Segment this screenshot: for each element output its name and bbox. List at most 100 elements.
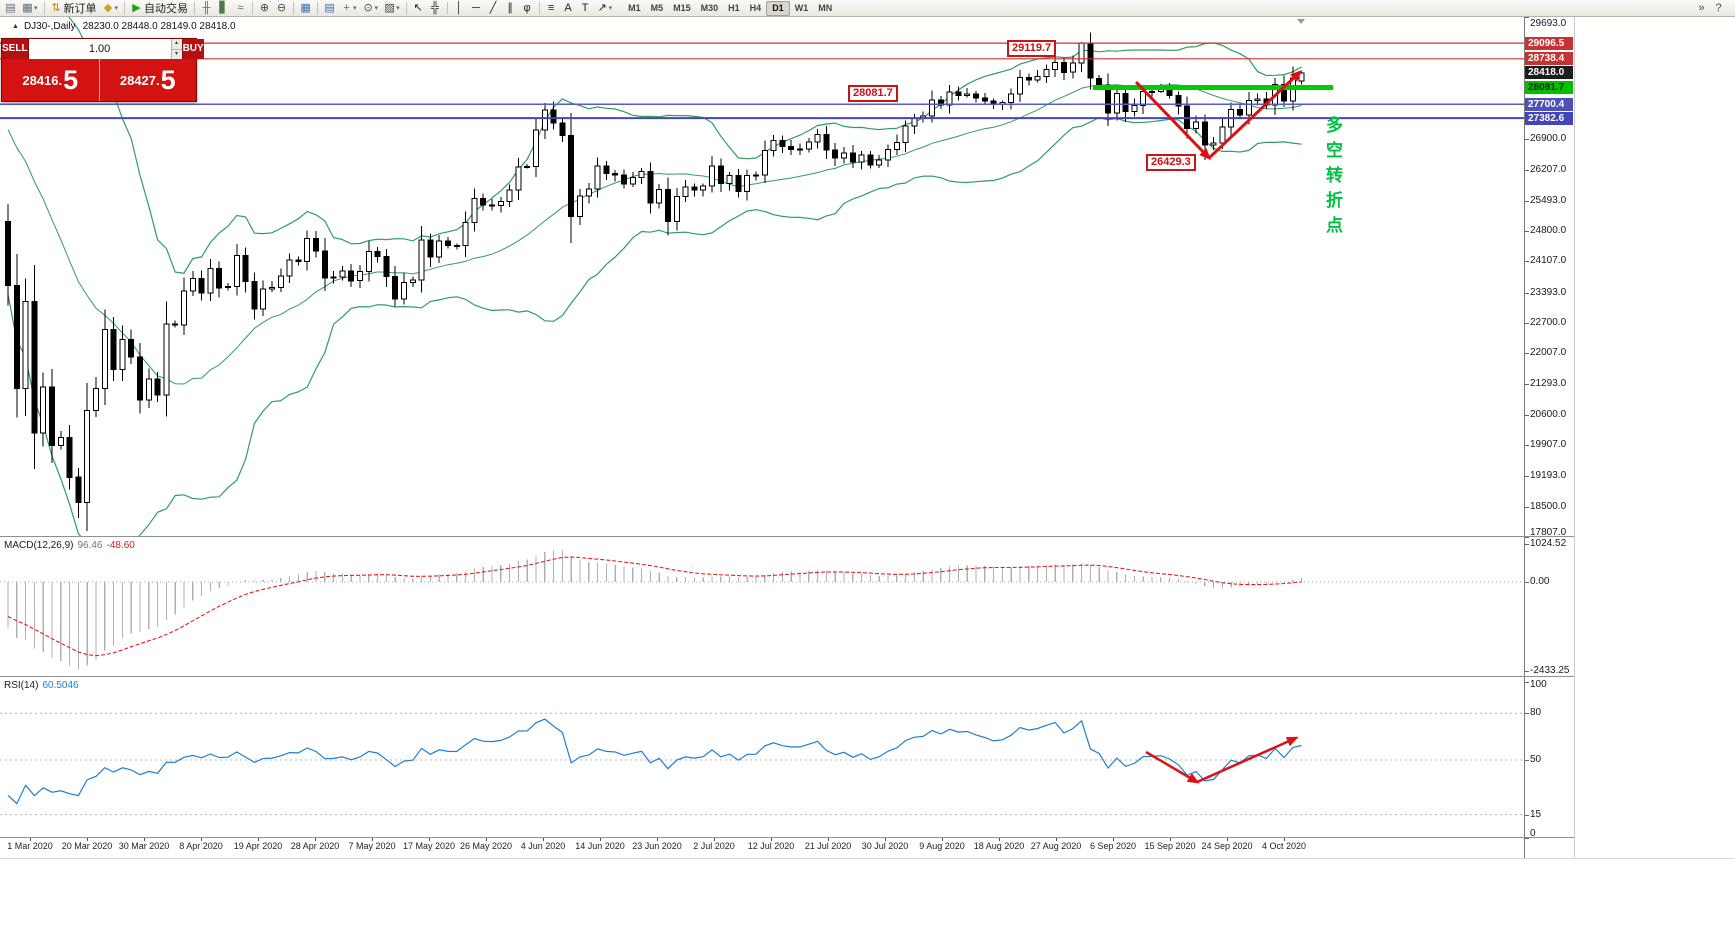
time-tick-mark: [828, 838, 829, 841]
window-right-border: [1574, 17, 1575, 858]
date-label: 21 Jul 2020: [804, 841, 852, 851]
time-tick-mark: [429, 838, 430, 841]
sell-button[interactable]: SELL: [2, 39, 28, 59]
price-annotation[interactable]: 26429.3: [1146, 154, 1196, 171]
timeframe-m1[interactable]: M1: [628, 2, 641, 13]
new-order-button[interactable]: ⇅ 新订单: [49, 1, 99, 16]
timeframe-mn[interactable]: MN: [818, 2, 833, 13]
trendline-icon: ╱: [489, 1, 497, 14]
price-tick: 24107.0: [1530, 255, 1567, 267]
timeframe-d1[interactable]: D1: [766, 0, 790, 16]
price-annotation[interactable]: 28081.7: [848, 85, 898, 102]
sell-price-main: 28416.: [22, 72, 63, 88]
volume-decrease-button[interactable]: ▾: [171, 49, 182, 59]
new-chart-icon[interactable]: ▤: [3, 1, 18, 16]
date-label: 15 Sep 2020: [1144, 841, 1196, 851]
timeframe-m30[interactable]: M30: [700, 2, 719, 13]
date-axis-separator: [0, 837, 1574, 838]
date-label: 9 Aug 2020: [919, 841, 965, 851]
buy-price[interactable]: 28427. 5: [98, 59, 196, 101]
price-tick-mark: [1525, 414, 1529, 416]
periods-icon[interactable]: ⊙ ▾: [361, 1, 381, 16]
help-icon[interactable]: ?: [1711, 1, 1726, 16]
zoom-out-icon[interactable]: ⊖: [274, 1, 289, 16]
equidistant-channel-icon[interactable]: ∥: [503, 1, 518, 16]
fibonacci-icon[interactable]: φ: [520, 1, 535, 16]
price-badge: 29096.5: [1525, 36, 1573, 50]
tile-windows-icon[interactable]: ▦: [298, 1, 313, 16]
date-label: 4 Jun 2020: [520, 841, 566, 851]
toolbar-overflow-icon[interactable]: »: [1694, 1, 1709, 16]
text-label-icon: T: [581, 1, 589, 14]
line-chart-icon[interactable]: ≈: [233, 1, 248, 16]
rsi-line: [7, 718, 1302, 805]
auto-trading-play-icon: ▶: [132, 1, 141, 14]
candlestick-chart-icon[interactable]: ▋: [216, 1, 231, 16]
bar-chart-icon[interactable]: ╫: [199, 1, 214, 16]
rsi-trend-arrow[interactable]: [1145, 750, 1200, 784]
crosshair-icon[interactable]: ╬: [428, 1, 443, 16]
vertical-line-icon[interactable]: │: [452, 1, 467, 16]
shapes-icon[interactable]: ≡: [544, 1, 559, 16]
macd-signal-line: [7, 556, 1302, 657]
annotation-text[interactable]: 多空转折点: [1326, 116, 1346, 235]
time-tick-mark: [771, 838, 772, 841]
sell-price[interactable]: 28416. 5: [2, 59, 99, 101]
timeframe-m15[interactable]: M15: [673, 2, 691, 13]
price-tick-mark: [1525, 445, 1529, 447]
auto-trading-button[interactable]: ▶ 自动交易: [129, 1, 190, 16]
indicators-list-icon[interactable]: ▤: [322, 1, 337, 16]
timeframe-toolbar: M1 M5 M15 M30 H1 H4 D1 W1 MN: [623, 0, 837, 16]
toolbar-separator: [317, 2, 319, 14]
timeframe-m5[interactable]: M5: [650, 2, 664, 13]
time-tick-mark: [144, 838, 145, 841]
timeframe-h4[interactable]: H4: [749, 2, 762, 13]
time-tick-mark: [30, 838, 31, 841]
trend-arrow[interactable]: [1134, 80, 1212, 161]
price-tick-mark: [1525, 353, 1529, 355]
rsi-scale-value: 15: [1530, 808, 1542, 820]
toolbar-separator: [43, 2, 45, 14]
rsi-panel-splitter[interactable]: [0, 676, 1574, 677]
rsi-panel-canvas[interactable]: [0, 677, 1524, 838]
date-label: 30 Mar 2020: [118, 841, 170, 851]
templates-icon[interactable]: ▨ ▾: [382, 1, 402, 16]
add-indicator-icon[interactable]: + ▾: [339, 1, 359, 16]
horizontal-line-icon[interactable]: ─: [469, 1, 484, 16]
price-tick: 17807.0: [1530, 527, 1567, 538]
arrow-objects-icon[interactable]: ↗ ▾: [595, 1, 615, 16]
rsi-trend-arrow[interactable]: [1196, 736, 1299, 784]
date-label: 20 Mar 2020: [61, 841, 113, 851]
main-chart-canvas[interactable]: [0, 17, 1524, 537]
timeframe-w1[interactable]: W1: [794, 2, 809, 13]
time-tick-mark: [600, 838, 601, 841]
macd-panel-splitter[interactable]: [0, 536, 1574, 537]
price-tick: 23393.0: [1530, 286, 1567, 298]
volume-input[interactable]: [28, 39, 171, 59]
zoom-in-icon[interactable]: ⊕: [257, 1, 272, 16]
text-label-icon[interactable]: T: [578, 1, 593, 16]
date-label: 2 Jul 2020: [693, 841, 735, 851]
profiles-icon[interactable]: ▦ ▾: [20, 1, 40, 16]
macd-panel-canvas[interactable]: [0, 537, 1524, 677]
toolbar-right-group: »?: [1693, 1, 1727, 16]
bollinger-lower-band: [7, 116, 1302, 537]
volume-increase-button[interactable]: ▴: [171, 39, 182, 50]
expert-advisors-icon[interactable]: ◆ ▾: [101, 1, 121, 16]
buy-button[interactable]: BUY: [182, 39, 204, 59]
text-icon[interactable]: A: [561, 1, 576, 16]
one-click-collapse-icon[interactable]: ▲: [12, 23, 19, 30]
price-badge: 27382.6: [1525, 111, 1573, 125]
time-tick-mark: [885, 838, 886, 841]
chart-shift-marker-icon[interactable]: [1297, 19, 1305, 24]
rsi-label-text: RSI(14): [4, 680, 39, 691]
dropdown-caret-icon: ▾: [374, 5, 379, 12]
trend-arrow[interactable]: [1207, 69, 1303, 160]
timeframe-h1[interactable]: H1: [728, 2, 740, 13]
price-annotation[interactable]: 29119.7: [1007, 40, 1057, 57]
cursor-icon[interactable]: ↖: [411, 1, 426, 16]
trendline-icon[interactable]: ╱: [486, 1, 501, 16]
time-tick-mark: [1284, 838, 1285, 841]
date-label: 26 May 2020: [459, 841, 513, 851]
rsi-scale-tick-mark: [1525, 815, 1529, 816]
